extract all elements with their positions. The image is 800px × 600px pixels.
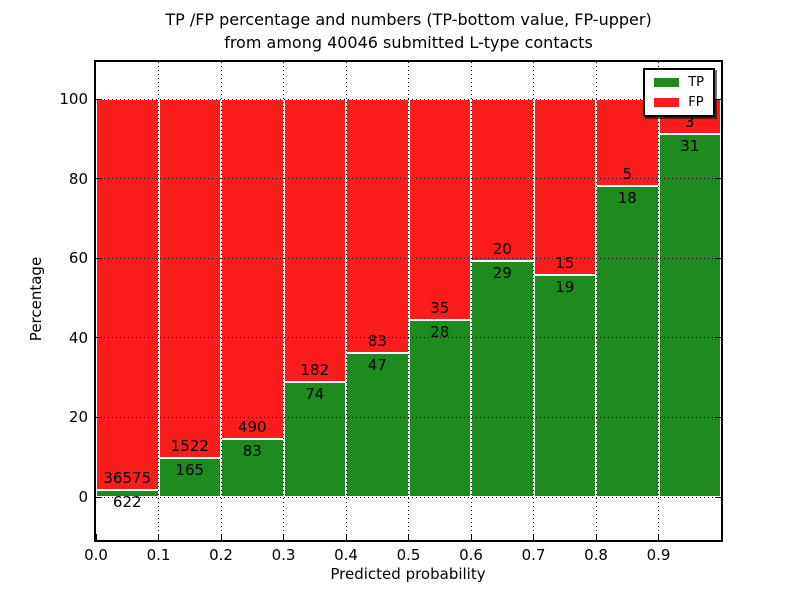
- chart-title-line1: TP /FP percentage and numbers (TP-bottom…: [165, 10, 652, 29]
- x-tick: [533, 534, 534, 540]
- legend-item-tp: TP: [654, 75, 704, 90]
- v-gridline: [283, 62, 284, 540]
- fp-count-label: 15: [555, 253, 575, 272]
- bar-segment-fp: [408, 99, 471, 321]
- y-tick-right: [715, 257, 721, 259]
- tp-count-label: 165: [175, 461, 205, 480]
- y-tick: [96, 416, 102, 418]
- bar-segment-tp: [533, 274, 596, 497]
- v-gridline: [533, 62, 534, 540]
- bar-segment-fp: [346, 99, 409, 354]
- x-tick-label: 0.5: [396, 546, 421, 564]
- fp-count-label: 3: [684, 113, 695, 132]
- x-tick-label: 0.7: [521, 546, 546, 564]
- bar-segment-tp: [408, 320, 471, 497]
- y-tick-right: [715, 496, 721, 498]
- x-tick: [595, 534, 597, 540]
- bar-segment-fp: [158, 99, 221, 459]
- fp-count-label: 36575: [103, 469, 152, 488]
- bar-segment-tp: [658, 134, 721, 497]
- y-tick-right: [715, 337, 721, 339]
- y-tick-label: 20: [68, 408, 88, 427]
- bar-segment-fp: [533, 99, 596, 275]
- tp-count-label: 19: [555, 277, 575, 296]
- y-tick: [96, 98, 102, 100]
- v-gridline: [470, 62, 472, 540]
- x-tick-label: 0.8: [584, 546, 608, 564]
- x-tick-label: 0.0: [84, 546, 108, 564]
- bar-segment-tp: [596, 185, 659, 497]
- bar-segment-fp: [471, 99, 534, 262]
- x-tick-label: 0.9: [646, 546, 671, 564]
- v-gridline: [658, 62, 659, 540]
- tp-swatch-icon: [654, 78, 680, 87]
- tp-count-label: 83: [242, 442, 262, 461]
- v-gridline: [220, 62, 222, 540]
- y-tick-label: 0: [78, 488, 88, 507]
- x-tick: [408, 534, 409, 540]
- y-tick: [96, 257, 102, 259]
- tp-count-label: 29: [492, 264, 512, 283]
- y-axis-label: Percentage: [27, 256, 45, 342]
- fp-swatch-icon: [654, 98, 680, 107]
- y-tick-label: 40: [68, 328, 88, 347]
- legend-label-fp: FP: [688, 95, 704, 110]
- y-tick-label: 60: [68, 249, 88, 268]
- x-axis-label: Predicted probability: [330, 565, 486, 583]
- y-tick-right: [715, 178, 721, 180]
- tp-count-label: 28: [430, 323, 450, 342]
- bar-segment-tp: [471, 261, 534, 497]
- fp-count-label: 35: [430, 299, 450, 318]
- tp-count-label: 18: [617, 188, 637, 207]
- legend: TP FP: [643, 68, 715, 117]
- fp-count-label: 83: [367, 332, 387, 351]
- x-tick: [220, 534, 222, 540]
- v-gridline: [595, 62, 597, 540]
- v-gridline: [408, 62, 409, 540]
- bar-segment-fp: [283, 99, 346, 382]
- y-tick: [96, 337, 102, 339]
- y-tick-label: 80: [68, 169, 88, 188]
- y-tick-label: 100: [59, 90, 88, 108]
- plot-area: 36575 622 1522 165 490 83 182 74 83 47 35 28 20 29 15 1…: [94, 60, 723, 542]
- tp-count-label: 31: [680, 137, 700, 156]
- x-tick-label: 0.3: [271, 546, 296, 564]
- x-tick: [95, 534, 97, 540]
- tp-count-label: 47: [367, 356, 387, 375]
- x-tick: [345, 534, 347, 540]
- fp-count-label: 20: [492, 240, 512, 259]
- y-tick-right: [715, 98, 721, 100]
- y-tick: [96, 178, 102, 180]
- bar-segment-tp: [283, 381, 346, 497]
- x-tick-label: 0.1: [146, 546, 171, 564]
- bar-segment-tp: [346, 353, 409, 497]
- x-tick: [158, 534, 159, 540]
- tp-count-label: 74: [305, 384, 325, 403]
- v-gridline: [158, 62, 159, 540]
- fp-count-label: 1522: [170, 437, 209, 456]
- legend-item-fp: FP: [654, 95, 704, 110]
- fp-count-label: 182: [300, 360, 330, 379]
- legend-label-tp: TP: [688, 75, 704, 90]
- v-gridline: [345, 62, 347, 540]
- chart-title-line2: from among 40046 submitted L-type contac…: [224, 33, 593, 52]
- y-tick-right: [715, 416, 721, 418]
- bar-segment-fp: [96, 99, 159, 491]
- x-tick: [470, 534, 472, 540]
- x-tick-label: 0.6: [459, 546, 483, 564]
- tp-count-label: 622: [112, 493, 142, 512]
- bar-segment-fp: [221, 99, 284, 440]
- x-tick: [658, 534, 659, 540]
- y-tick: [96, 496, 102, 498]
- fp-count-label: 5: [622, 164, 633, 183]
- x-tick: [283, 534, 284, 540]
- x-tick-label: 0.2: [209, 546, 233, 564]
- x-tick-label: 0.4: [334, 546, 358, 564]
- fp-count-label: 490: [237, 418, 267, 437]
- chart-title: TP /FP percentage and numbers (TP-bottom…: [94, 8, 723, 54]
